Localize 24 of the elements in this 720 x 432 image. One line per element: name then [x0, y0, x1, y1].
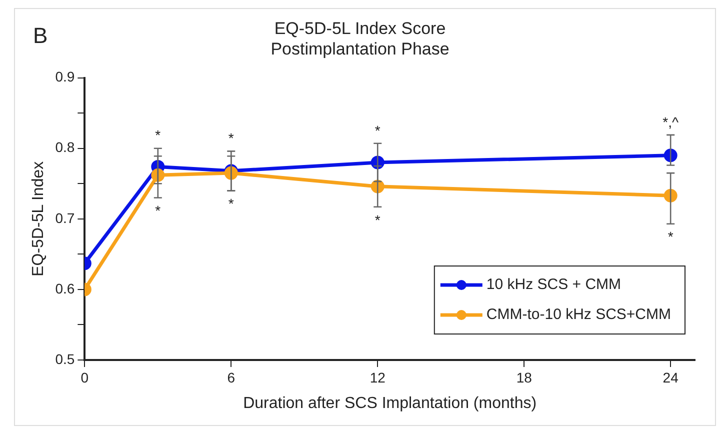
- x-tick-label: 24: [662, 369, 679, 386]
- x-tick-label: 18: [516, 369, 532, 386]
- text: B: [33, 23, 48, 48]
- y-axis-title: EQ-5D-5L Index: [30, 161, 48, 276]
- annotation: *: [155, 202, 162, 219]
- annotation: *: [374, 212, 381, 228]
- y-tick-label: 0.5: [55, 350, 75, 367]
- legend-label: 10 kHz SCS + CMM: [486, 276, 622, 294]
- y-tick-label: 0.6: [55, 280, 75, 296]
- annotation: *,^: [662, 114, 679, 130]
- y-tick-label: 0.9: [55, 68, 75, 85]
- annotation: *: [228, 196, 234, 212]
- annotation: *: [228, 130, 234, 146]
- y-tick-label: 0.8: [55, 139, 75, 156]
- x-tick-label: 12: [370, 369, 386, 386]
- annotation: *: [668, 228, 674, 245]
- annotation: *: [374, 122, 381, 138]
- x-tick-label: 6: [227, 369, 236, 386]
- annotation: *: [155, 127, 162, 144]
- x-axis-title: Duration after SCS Implantation (months): [243, 394, 537, 412]
- chart-title: EQ-5D-5L Index Score Postimplantation Phase: [270, 18, 450, 58]
- x-tick-label: 0: [80, 369, 89, 386]
- legend-label: CMM-to-10 kHz SCS+CMM: [486, 306, 672, 324]
- y-tick-label: 0.7: [55, 210, 75, 226]
